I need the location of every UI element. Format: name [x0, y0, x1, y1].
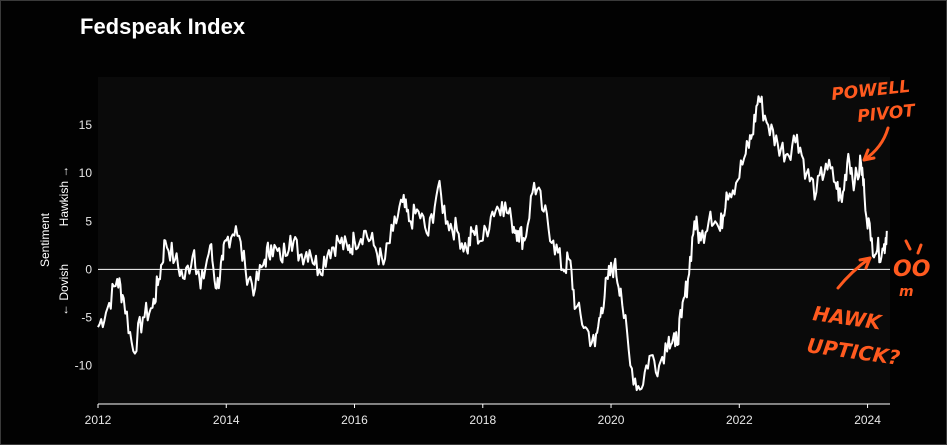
face-brow-icon [904, 239, 923, 255]
y-axis-label-hawkish: Hawkish → [57, 166, 71, 227]
x-tick-label: 2020 [598, 413, 625, 427]
face-mouth-icon: m [899, 284, 914, 300]
x-tick-label: 2016 [341, 413, 368, 427]
y-tick-label: 0 [85, 262, 92, 276]
face-eyes-icon: OO [893, 257, 930, 282]
y-tick-label: -5 [81, 310, 92, 324]
y-axis-label-sentiment: Sentiment [38, 212, 52, 267]
y-axis-ticks: 15 10 5 0 -5 -10 [75, 118, 93, 372]
series-line [97, 95, 888, 392]
x-tick-label: 2012 [85, 413, 112, 427]
y-tick-label: -10 [75, 359, 93, 373]
y-axis-label-dovish: ← Dovish [57, 264, 71, 316]
x-tick-label: 2022 [726, 413, 753, 427]
series-layer [97, 95, 888, 392]
x-tick-label: 2018 [469, 413, 496, 427]
chart-title: Fedspeak Index [80, 14, 246, 39]
x-tick-label: 2024 [854, 413, 881, 427]
y-tick-label: 15 [79, 118, 93, 132]
y-tick-label: 5 [85, 214, 92, 228]
y-tick-label: 10 [79, 166, 93, 180]
x-axis-ticks: 2012 2014 2016 2018 2020 2022 2024 [85, 404, 881, 427]
arrow-powell-icon [862, 126, 890, 162]
arrow-hawk-icon [836, 256, 872, 290]
x-tick-label: 2014 [213, 413, 240, 427]
